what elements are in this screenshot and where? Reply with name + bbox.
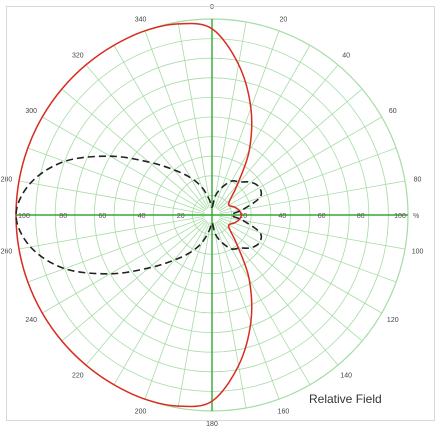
angle-tick-label: 40 <box>342 53 350 60</box>
grid-spoke <box>217 219 363 342</box>
grid-spoke <box>218 218 382 314</box>
angle-tick-label: 20 <box>279 16 287 23</box>
angle-tick-label: 140 <box>340 372 352 379</box>
angle-tick-label: 100 <box>412 249 424 256</box>
angle-tick-label: 280 <box>1 176 13 183</box>
grid-spoke <box>27 217 205 283</box>
angle-tick-label: 120 <box>387 317 399 324</box>
grid-spoke <box>218 116 382 212</box>
radial-tick-label: 80 <box>357 213 365 220</box>
chart-caption: Relative Field <box>309 392 382 406</box>
radial-tick-label: 100 <box>18 213 30 220</box>
angle-tick-label: 260 <box>1 249 13 256</box>
grid-spoke <box>219 147 397 213</box>
grid-spoke <box>219 180 406 215</box>
grid-spoke <box>18 180 205 215</box>
radial-tick-label: 20 <box>239 213 247 220</box>
grid-spoke <box>18 215 205 250</box>
angle-tick-label: 340 <box>135 16 147 23</box>
angle-tick-label: 300 <box>25 108 37 115</box>
radial-tick-label: 60 <box>318 213 326 220</box>
grid-spoke <box>216 220 339 366</box>
grid-spoke <box>215 45 311 209</box>
grid-spoke <box>216 64 339 210</box>
grid-spoke <box>219 215 406 250</box>
grid-spoke <box>215 221 311 385</box>
grid-spoke <box>144 222 210 400</box>
angle-tick-label: 180 <box>206 421 218 427</box>
angle-tick-label: 0 <box>210 4 214 11</box>
angle-tick-label: 160 <box>278 409 290 416</box>
angle-tick-label: 80 <box>414 176 422 183</box>
grid-spoke <box>27 147 205 213</box>
radial-tick-label: 40 <box>279 213 287 220</box>
grid-spoke <box>113 45 209 209</box>
radial-unit-label: % <box>413 213 419 220</box>
angle-tick-label: 200 <box>135 409 147 416</box>
grid-spoke <box>113 221 209 385</box>
angle-tick-label: 60 <box>389 108 397 115</box>
grid-spoke <box>42 218 206 314</box>
radial-tick-label: 40 <box>138 213 146 220</box>
grid-spoke <box>61 88 207 211</box>
radial-tick-label: 80 <box>59 213 67 220</box>
angle-tick-label: 240 <box>25 317 37 324</box>
radial-tick-label: 20 <box>177 213 185 220</box>
grid-spoke <box>217 88 363 211</box>
grid-spoke <box>214 222 280 400</box>
grid-spoke <box>144 30 210 208</box>
grid-spoke <box>61 219 207 342</box>
grid-spoke <box>85 64 208 210</box>
radial-tick-label: 100 <box>394 213 406 220</box>
grid-spoke <box>212 21 247 208</box>
grid-spoke <box>219 217 397 283</box>
grid-spoke <box>177 222 212 409</box>
grid-spoke <box>177 21 212 208</box>
grid-spoke <box>42 116 206 212</box>
angle-tick-label: 220 <box>72 372 84 379</box>
series-solid-red <box>15 22 253 408</box>
grid-spoke <box>85 220 208 366</box>
grid-spoke <box>212 222 247 409</box>
radial-tick-label: 60 <box>99 213 107 220</box>
grid-spoke <box>214 30 280 208</box>
angle-tick-label: 320 <box>72 53 84 60</box>
